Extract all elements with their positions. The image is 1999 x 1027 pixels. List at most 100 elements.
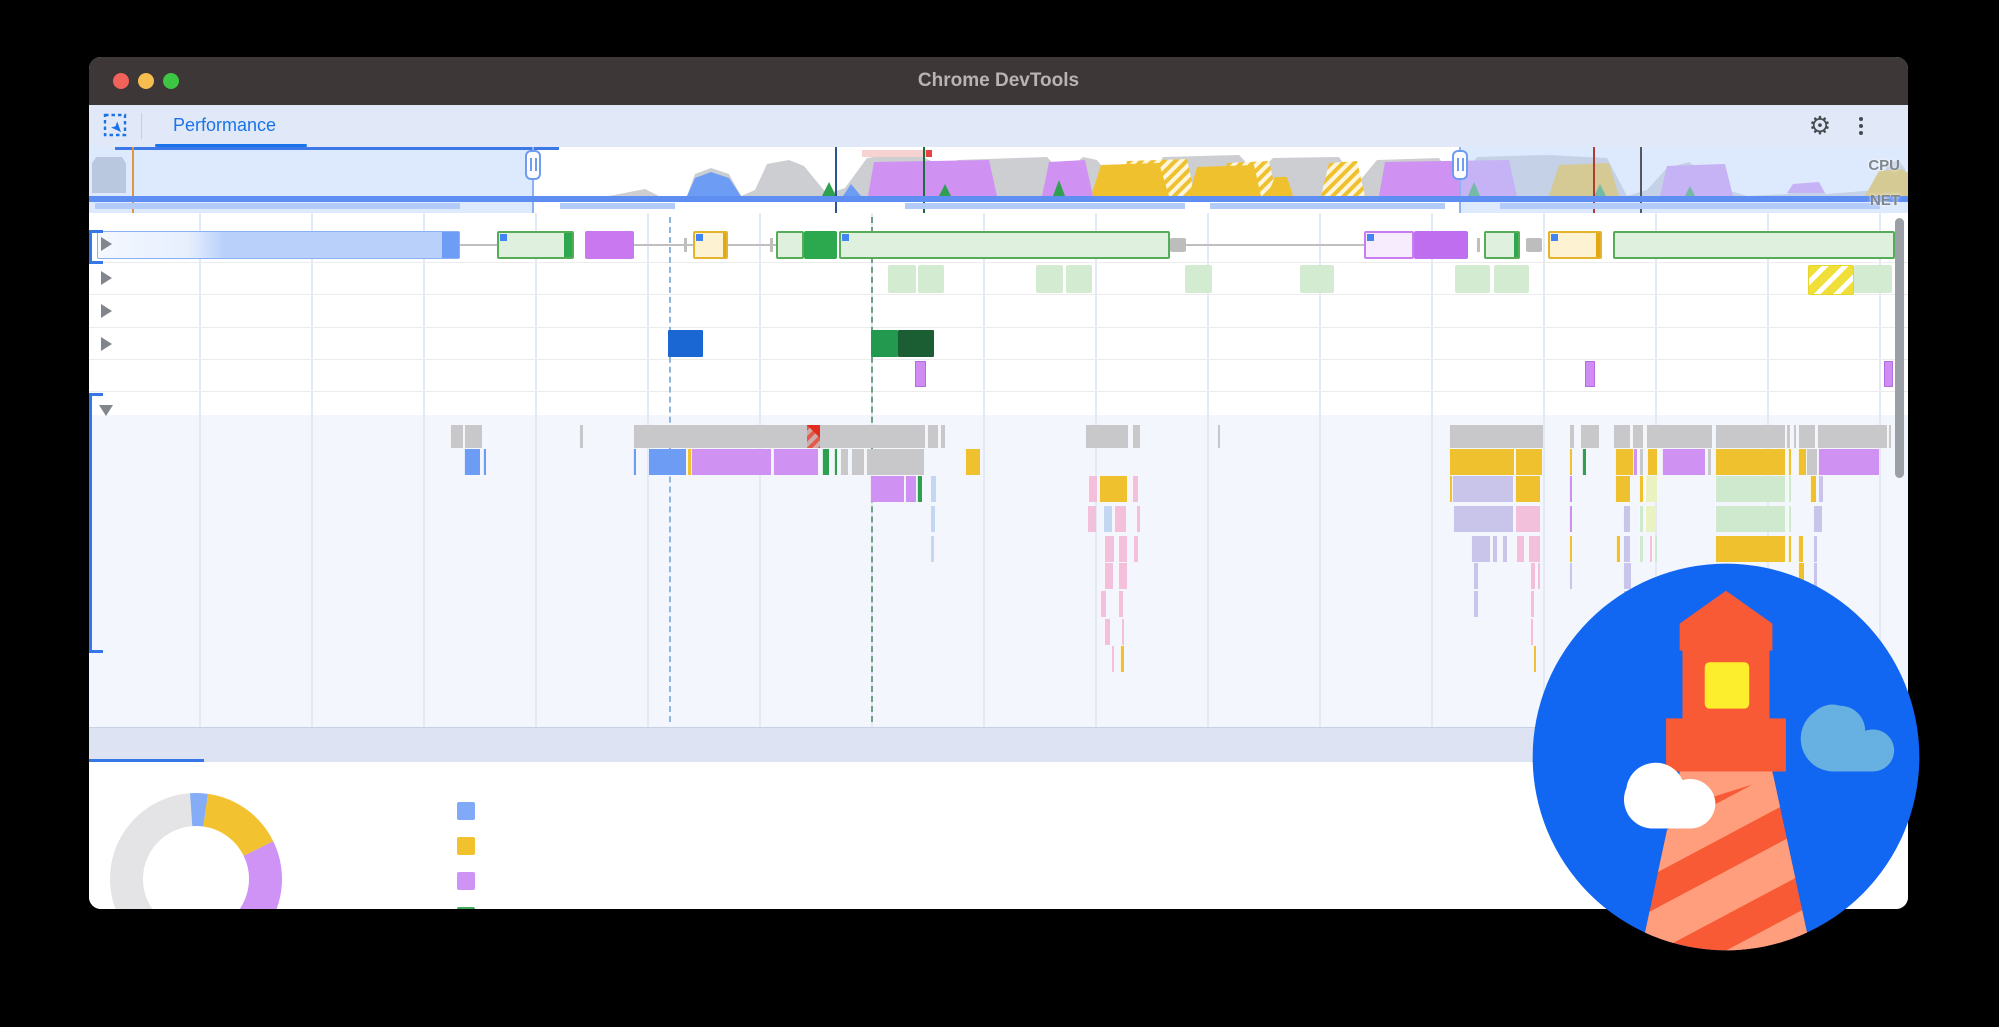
network-request-bar[interactable] [1613,231,1895,259]
flame-bar[interactable] [1623,536,1630,562]
flame-bar[interactable] [1615,449,1633,475]
flame-bar[interactable] [1453,506,1513,532]
settings-gear-icon[interactable]: ⚙ [1808,112,1832,140]
interaction-bar[interactable] [871,330,898,357]
flame-bar[interactable] [1813,536,1817,562]
title-bar[interactable]: Chrome DevTools [89,57,1908,105]
flame-bar[interactable] [691,449,771,475]
flame-bar[interactable] [1646,425,1712,448]
network-request-bar[interactable] [693,231,728,259]
expand-frames-arrow[interactable] [101,271,112,285]
flame-bar[interactable] [1516,536,1524,562]
frame-bar[interactable] [1036,265,1063,293]
flame-bar[interactable] [1647,449,1657,475]
flame-bar[interactable] [1528,536,1540,562]
flame-bar[interactable] [1654,536,1657,562]
flame-bar[interactable] [840,449,848,475]
flame-bar[interactable] [1120,646,1124,672]
flame-bar[interactable] [1645,506,1656,532]
frame-bar[interactable] [918,265,944,293]
network-request-bar[interactable] [585,231,634,259]
tab-performance[interactable]: Performance [173,115,277,135]
close-button[interactable] [113,73,129,89]
flame-bar[interactable] [1888,425,1891,448]
flame-bar[interactable] [1502,536,1507,562]
flame-bar[interactable] [1449,449,1514,475]
flame-bar[interactable] [1613,425,1630,448]
flame-bar[interactable] [1133,536,1138,562]
flame-bar[interactable] [1813,563,1817,589]
flame-bar[interactable] [450,425,463,448]
flame-bar[interactable] [1813,506,1822,532]
flame-bar[interactable] [1533,646,1536,672]
vertical-scrollbar[interactable] [1895,218,1904,478]
flame-bar[interactable] [1569,536,1572,562]
flame-bar[interactable] [1818,449,1879,475]
flame-bar[interactable] [930,536,934,562]
flame-bar[interactable] [1452,476,1513,502]
flame-bar[interactable] [1118,536,1127,562]
flame-bar[interactable] [1788,536,1791,562]
flame-bar[interactable] [1471,536,1490,562]
more-options-icon[interactable] [1852,113,1870,139]
network-request-bar[interactable] [97,231,460,259]
flame-bar[interactable] [1623,563,1631,589]
flame-bar[interactable] [1087,506,1096,532]
interaction-bar[interactable] [668,330,703,357]
flame-bar[interactable] [1537,563,1540,589]
flame-bar[interactable] [1788,449,1791,475]
flame-bar[interactable] [1798,449,1806,475]
flame-bar[interactable] [1100,591,1106,617]
flame-bar[interactable] [1707,449,1711,475]
network-request-bar[interactable] [1414,231,1468,259]
flame-bar[interactable] [1104,536,1114,562]
timing-bar[interactable] [1884,361,1893,387]
flame-bar[interactable] [1515,476,1540,502]
flame-bar[interactable] [1639,506,1643,532]
flame-bar[interactable] [773,449,818,475]
flame-bar[interactable] [822,449,829,475]
flame-bar[interactable] [1788,476,1791,502]
flame-bar[interactable] [1649,536,1652,562]
flame-bar[interactable] [1806,449,1817,475]
inspect-element-icon[interactable] [102,112,130,140]
flame-bar[interactable] [1623,506,1630,532]
flame-bar[interactable] [1121,619,1124,645]
flame-bar[interactable] [633,449,636,475]
flame-bar[interactable] [1104,563,1113,589]
flame-bar[interactable] [648,449,686,475]
frame-bar[interactable] [1185,265,1212,293]
frame-bar[interactable] [1300,265,1334,293]
flame-bar[interactable] [834,449,837,475]
flame-bar[interactable] [633,425,925,448]
flame-bar[interactable] [1715,425,1785,448]
flame-bar[interactable] [1114,506,1126,532]
flame-bar[interactable] [483,449,486,475]
range-drag-handle[interactable] [525,150,541,180]
flame-bar[interactable] [917,476,922,502]
frame-bar[interactable] [1494,265,1529,293]
interaction-bar[interactable] [898,330,934,357]
flame-bar[interactable] [1530,563,1535,589]
flame-bar[interactable] [930,506,935,532]
network-request-bar[interactable] [1364,231,1414,259]
flame-bar[interactable] [1715,506,1785,532]
flame-bar[interactable] [1118,591,1123,617]
flame-bar[interactable] [1569,476,1572,502]
flame-bar[interactable] [1818,476,1823,502]
flame-bar[interactable] [1715,476,1785,502]
flame-bar[interactable] [1104,619,1110,645]
flame-bar[interactable] [1530,619,1533,645]
flame-bar[interactable] [1569,449,1572,475]
flame-bar[interactable] [1515,449,1542,475]
flame-bar[interactable] [965,449,980,475]
flame-bar[interactable] [927,425,938,448]
flame-bar[interactable] [1616,536,1620,562]
flame-bar[interactable] [1715,449,1785,475]
flame-bar[interactable] [1793,425,1796,448]
flame-bar[interactable] [1632,425,1643,448]
flame-bar[interactable] [1099,476,1127,502]
flame-bar[interactable] [1810,476,1816,502]
flame-bar[interactable] [870,476,904,502]
flame-bar[interactable] [1798,563,1804,589]
